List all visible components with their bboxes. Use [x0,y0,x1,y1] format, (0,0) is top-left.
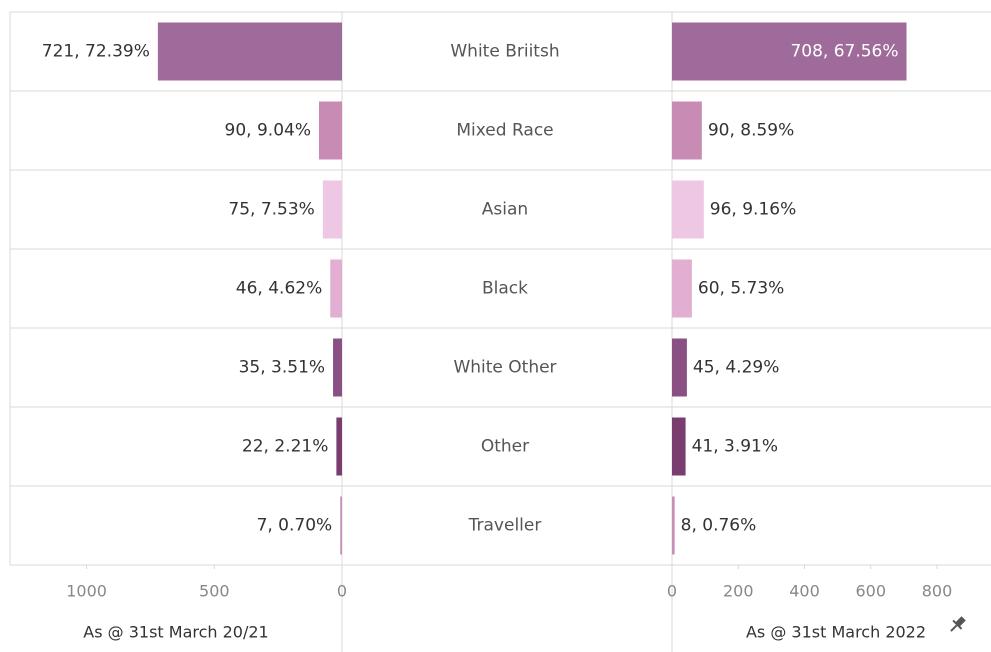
value-label: 41, 3.91% [692,437,778,457]
category-label: White Briitsh [450,42,559,62]
category-label: Other [481,437,529,457]
bar [672,259,692,318]
category-label: White Other [453,358,556,378]
value-label: 8, 0.76% [681,516,757,536]
x-tick-label: 200 [723,582,754,601]
pin-icon[interactable] [947,614,968,635]
axis-title: As @ 31st March 20/21 [83,623,268,642]
bar [157,22,342,81]
value-label: 45, 4.29% [693,358,779,378]
x-tick-label: 600 [855,582,886,601]
value-label: 22, 2.21% [242,437,328,457]
x-tick-label: 500 [199,582,230,601]
category-label: Asian [482,200,528,220]
bar [672,180,704,239]
category-label: Mixed Race [456,121,553,141]
category-label: Black [482,279,528,299]
bar [672,496,675,555]
x-tick-label: 400 [789,582,820,601]
category-label: Traveller [468,516,542,536]
bar [319,101,342,160]
value-label: 75, 7.53% [228,200,314,220]
bar [672,417,686,476]
x-tick-label: 1000 [66,582,107,601]
axis-title: As @ 31st March 2022 [746,623,926,642]
x-tick-label: 0 [667,582,677,601]
value-label: 721, 72.39% [42,42,150,62]
value-label: 35, 3.51% [239,358,325,378]
x-tick-label: 0 [337,582,347,601]
value-label: 96, 9.16% [710,200,796,220]
bar [322,180,342,239]
bar [672,22,907,81]
value-label: 90, 8.59% [708,121,794,141]
value-label: 708, 67.56% [790,42,898,62]
bar [336,417,342,476]
value-label: 46, 4.62% [236,279,322,299]
bar [340,496,342,555]
bar [330,259,342,318]
x-tick-label: 800 [922,582,953,601]
bar [333,338,342,397]
bar [672,338,687,397]
bar [672,101,702,160]
value-label: 90, 9.04% [225,121,311,141]
value-label: 60, 5.73% [698,279,784,299]
value-label: 7, 0.70% [257,516,333,536]
